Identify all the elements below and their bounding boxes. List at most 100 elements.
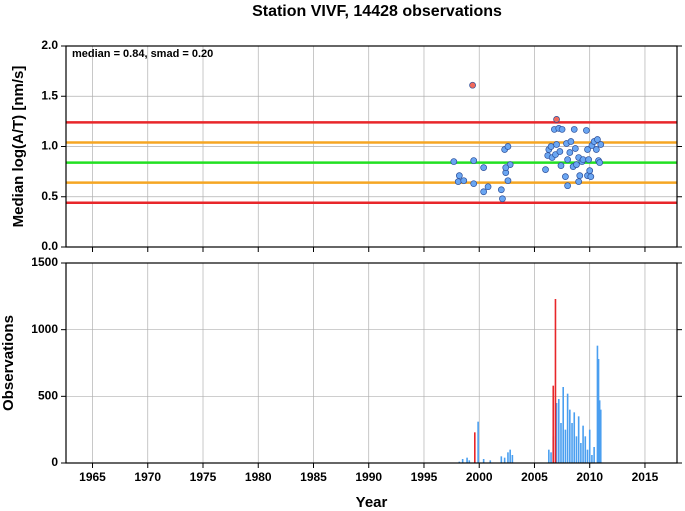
- x-axis-label: Year: [356, 494, 388, 511]
- y-tick-label: 1.5: [41, 88, 58, 102]
- bar: [560, 423, 562, 463]
- bar: [511, 455, 514, 463]
- bar: [599, 409, 602, 463]
- point: [557, 162, 565, 169]
- bar: [571, 423, 573, 463]
- y-tick-label: 0.5: [41, 189, 58, 203]
- bar: [598, 400, 601, 463]
- plot-frame: [65, 45, 678, 248]
- bar: [477, 421, 479, 463]
- point: [454, 178, 462, 186]
- x-tick-label: 1985: [300, 470, 327, 484]
- point: [587, 173, 595, 180]
- point: [596, 159, 604, 166]
- point: [586, 167, 594, 174]
- bar: [458, 461, 461, 463]
- bar: [503, 457, 506, 463]
- point: [566, 149, 574, 156]
- point: [562, 173, 569, 180]
- y-axis-label: Median log(A/T) [nm/s]: [10, 66, 27, 228]
- bar: [591, 455, 593, 463]
- x-tick-label: 2000: [466, 470, 493, 484]
- x-tick-label: 2010: [576, 470, 603, 484]
- x-tick-label: 1970: [134, 470, 161, 484]
- x-tick-label: 1980: [245, 470, 272, 484]
- bar: [461, 459, 464, 463]
- point: [556, 148, 564, 155]
- point: [579, 156, 587, 163]
- point: [592, 146, 600, 153]
- bar: [593, 447, 595, 463]
- bar: [554, 299, 557, 463]
- point: [502, 164, 510, 171]
- bar: [468, 460, 471, 463]
- point: [470, 180, 478, 188]
- point: [450, 158, 458, 165]
- point: [564, 182, 571, 190]
- bar: [573, 412, 576, 463]
- point: [553, 116, 560, 123]
- point: [576, 172, 584, 179]
- y-tick-label: 1.0: [41, 139, 58, 153]
- bar: [482, 459, 485, 463]
- point: [469, 81, 476, 89]
- bar: [586, 449, 589, 463]
- point: [484, 183, 492, 191]
- point: [597, 141, 605, 148]
- bar: [474, 432, 476, 463]
- plot-frame: [65, 262, 678, 464]
- point: [542, 166, 549, 173]
- bar: [550, 452, 552, 463]
- point: [567, 138, 575, 145]
- bar: [566, 393, 569, 463]
- point: [455, 172, 463, 179]
- bar: [580, 443, 582, 463]
- x-tick-label: 1965: [79, 470, 106, 484]
- point: [480, 164, 487, 171]
- bar: [577, 416, 580, 463]
- bar: [564, 429, 567, 463]
- y-axis-label: Observations: [0, 315, 17, 411]
- bar: [597, 359, 600, 463]
- x-tick-label: 1995: [411, 470, 438, 484]
- point: [575, 178, 583, 186]
- point: [499, 195, 506, 203]
- bar: [507, 452, 509, 463]
- point: [583, 127, 590, 134]
- x-tick-label: 1990: [355, 470, 382, 484]
- chart-title: Station VIVF, 14428 observations: [252, 3, 502, 20]
- y-tick-label: 0: [51, 455, 58, 469]
- point: [564, 156, 571, 163]
- point: [460, 177, 468, 185]
- y-tick-label: 0.0: [41, 239, 58, 253]
- bar: [552, 385, 555, 463]
- point: [570, 126, 578, 133]
- bar: [582, 425, 584, 463]
- point: [504, 143, 512, 150]
- bar: [569, 409, 571, 463]
- y-tick-label: 2.0: [41, 38, 58, 52]
- bar: [575, 436, 578, 463]
- point: [547, 143, 555, 150]
- point: [594, 136, 601, 143]
- bar: [557, 399, 560, 463]
- point: [585, 156, 592, 163]
- bar: [548, 449, 550, 463]
- point: [480, 188, 487, 196]
- bar: [489, 460, 492, 463]
- point: [497, 186, 505, 194]
- y-tick-label: 1000: [31, 322, 58, 336]
- point: [504, 177, 512, 185]
- bar: [466, 457, 468, 463]
- point: [553, 141, 560, 148]
- bar: [588, 429, 591, 463]
- bar: [509, 449, 511, 463]
- point: [558, 126, 566, 133]
- point: [573, 161, 580, 168]
- bar: [562, 387, 564, 463]
- bar: [584, 436, 587, 463]
- point: [470, 157, 478, 164]
- bar: [500, 456, 503, 463]
